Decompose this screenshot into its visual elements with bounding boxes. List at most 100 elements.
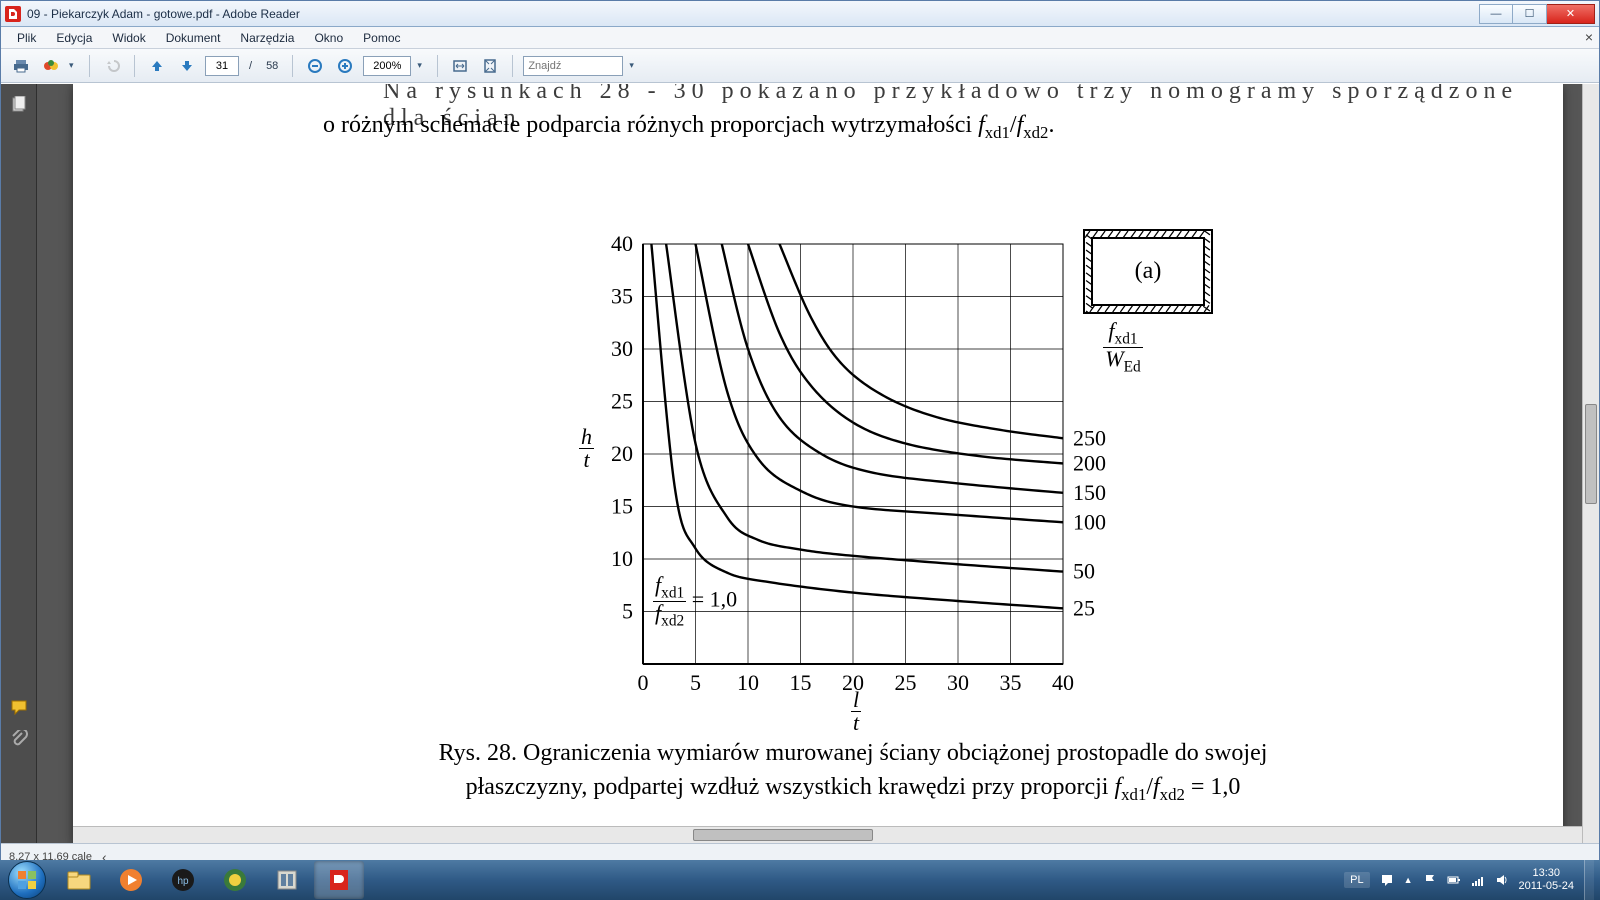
y-axis-label: ht bbox=[579, 426, 594, 471]
svg-text:15: 15 bbox=[790, 670, 812, 695]
title-bar[interactable]: 09 - Piekarczyk Adam - gotowe.pdf - Adob… bbox=[1, 1, 1599, 27]
maximize-button[interactable]: ☐ bbox=[1513, 4, 1547, 24]
svg-text:40: 40 bbox=[1052, 670, 1074, 695]
dropdown-icon[interactable]: ▾ bbox=[69, 60, 79, 71]
menu-dokument[interactable]: Dokument bbox=[156, 29, 231, 47]
menu-bar: Plik Edycja Widok Dokument Narzędzia Okn… bbox=[1, 27, 1599, 49]
menu-pomoc[interactable]: Pomoc bbox=[353, 29, 410, 47]
content-area: Na rysunkach 28 - 30 pokazano przykładow… bbox=[1, 84, 1599, 843]
app2-taskbar-icon[interactable] bbox=[262, 861, 312, 899]
page-separator: / bbox=[245, 60, 256, 72]
svg-text:5: 5 bbox=[622, 599, 633, 624]
wmp-taskbar-icon[interactable] bbox=[106, 861, 156, 899]
zoom-in-button[interactable] bbox=[333, 54, 357, 78]
horizontal-scrollbar[interactable] bbox=[73, 826, 1582, 843]
svg-text:35: 35 bbox=[1000, 670, 1022, 695]
zoom-input[interactable] bbox=[363, 56, 411, 76]
zoom-out-button[interactable] bbox=[303, 54, 327, 78]
page-number-input[interactable] bbox=[205, 56, 239, 76]
minimize-button[interactable]: — bbox=[1479, 4, 1513, 24]
network-icon[interactable] bbox=[1471, 873, 1485, 887]
page-total: 58 bbox=[262, 60, 282, 72]
svg-text:25: 25 bbox=[611, 389, 633, 414]
adobe-reader-icon bbox=[5, 6, 21, 22]
dropdown-icon[interactable]: ▾ bbox=[417, 60, 427, 71]
action-center-icon[interactable] bbox=[1380, 873, 1394, 887]
email-button[interactable] bbox=[39, 54, 63, 78]
language-indicator[interactable]: PL bbox=[1344, 872, 1369, 888]
separator bbox=[512, 55, 513, 77]
page-down-button[interactable] bbox=[175, 54, 199, 78]
fit-width-button[interactable] bbox=[448, 54, 472, 78]
separator bbox=[292, 55, 293, 77]
svg-text:40: 40 bbox=[611, 231, 633, 256]
svg-text:100: 100 bbox=[1073, 509, 1106, 534]
x-axis-label: lt bbox=[851, 689, 861, 734]
svg-text:150: 150 bbox=[1073, 480, 1106, 505]
svg-text:hp: hp bbox=[177, 876, 189, 887]
dropdown-icon[interactable]: ▾ bbox=[629, 60, 639, 71]
svg-text:200: 200 bbox=[1073, 450, 1106, 475]
navigation-pane bbox=[1, 84, 37, 843]
svg-text:10: 10 bbox=[737, 670, 759, 695]
inside-ratio-label: fxd1fxd2 = 1,0 bbox=[653, 574, 737, 629]
svg-text:20: 20 bbox=[611, 441, 633, 466]
separator bbox=[437, 55, 438, 77]
svg-text:10: 10 bbox=[611, 546, 633, 571]
explorer-taskbar-icon[interactable] bbox=[54, 861, 104, 899]
figure-caption-line-2: płaszczyzny, podpartej wzdłuż wszystkich… bbox=[353, 774, 1353, 805]
svg-text:50: 50 bbox=[1073, 559, 1095, 584]
show-desktop-button[interactable] bbox=[1584, 860, 1594, 900]
scrollbar-thumb[interactable] bbox=[1585, 404, 1597, 504]
windows-taskbar: hp PL ▲ 13:30 2011-05-24 bbox=[0, 860, 1600, 900]
svg-text:25: 25 bbox=[895, 670, 917, 695]
window-title: 09 - Piekarczyk Adam - gotowe.pdf - Adob… bbox=[27, 7, 1479, 21]
svg-text:35: 35 bbox=[611, 284, 633, 309]
start-button[interactable] bbox=[0, 860, 54, 900]
toolbar: ▾ / 58 ▾ ▾ bbox=[1, 49, 1599, 83]
svg-text:30: 30 bbox=[611, 336, 633, 361]
scrollbar-thumb[interactable] bbox=[693, 829, 873, 841]
menu-plik[interactable]: Plik bbox=[7, 29, 46, 47]
flag-icon[interactable] bbox=[1423, 873, 1437, 887]
find-input[interactable] bbox=[523, 56, 623, 76]
battery-icon[interactable] bbox=[1447, 873, 1461, 887]
separator bbox=[134, 55, 135, 77]
figure-caption-line-1: Rys. 28. Ograniczenia wymiarów murowanej… bbox=[353, 740, 1353, 767]
tray-chevron-icon[interactable]: ▲ bbox=[1404, 875, 1413, 885]
menu-narzedzia[interactable]: Narzędzia bbox=[230, 29, 304, 47]
separator bbox=[89, 55, 90, 77]
menu-okno[interactable]: Okno bbox=[304, 29, 353, 47]
svg-text:30: 30 bbox=[947, 670, 969, 695]
adobe-reader-taskbar-icon[interactable] bbox=[314, 861, 364, 899]
svg-text:250: 250 bbox=[1073, 425, 1106, 450]
menubar-close-icon[interactable]: × bbox=[1585, 29, 1593, 45]
system-tray: PL ▲ 13:30 2011-05-24 bbox=[1344, 860, 1600, 900]
menu-widok[interactable]: Widok bbox=[102, 29, 155, 47]
attachments-panel-icon[interactable] bbox=[8, 728, 30, 750]
ratio-label-right: fxd1WEd bbox=[1093, 320, 1153, 375]
desktop: 09 - Piekarczyk Adam - gotowe.pdf - Adob… bbox=[0, 0, 1600, 900]
volume-icon[interactable] bbox=[1495, 873, 1509, 887]
pdf-page: Na rysunkach 28 - 30 pokazano przykładow… bbox=[73, 84, 1563, 843]
fit-page-button[interactable] bbox=[478, 54, 502, 78]
taskbar-clock[interactable]: 13:30 2011-05-24 bbox=[1519, 867, 1574, 893]
menu-edycja[interactable]: Edycja bbox=[46, 29, 102, 47]
comments-panel-icon[interactable] bbox=[8, 696, 30, 718]
print-button[interactable] bbox=[9, 54, 33, 78]
vertical-scrollbar[interactable] bbox=[1582, 84, 1599, 843]
hp-taskbar-icon[interactable]: hp bbox=[158, 861, 208, 899]
taskbar-apps: hp bbox=[54, 860, 364, 900]
svg-text:15: 15 bbox=[611, 494, 633, 519]
svg-text:25: 25 bbox=[1073, 595, 1095, 620]
svg-text:0: 0 bbox=[638, 670, 649, 695]
adobe-reader-window: 09 - Piekarczyk Adam - gotowe.pdf - Adob… bbox=[0, 0, 1600, 870]
close-button[interactable]: ✕ bbox=[1547, 4, 1595, 24]
undo-button[interactable] bbox=[100, 54, 124, 78]
pages-panel-icon[interactable] bbox=[8, 94, 30, 116]
schematic-box: (a) bbox=[1083, 229, 1213, 314]
app-taskbar-icon[interactable] bbox=[210, 861, 260, 899]
window-controls: — ☐ ✕ bbox=[1479, 4, 1595, 24]
page-viewport[interactable]: Na rysunkach 28 - 30 pokazano przykładow… bbox=[37, 84, 1599, 843]
page-up-button[interactable] bbox=[145, 54, 169, 78]
